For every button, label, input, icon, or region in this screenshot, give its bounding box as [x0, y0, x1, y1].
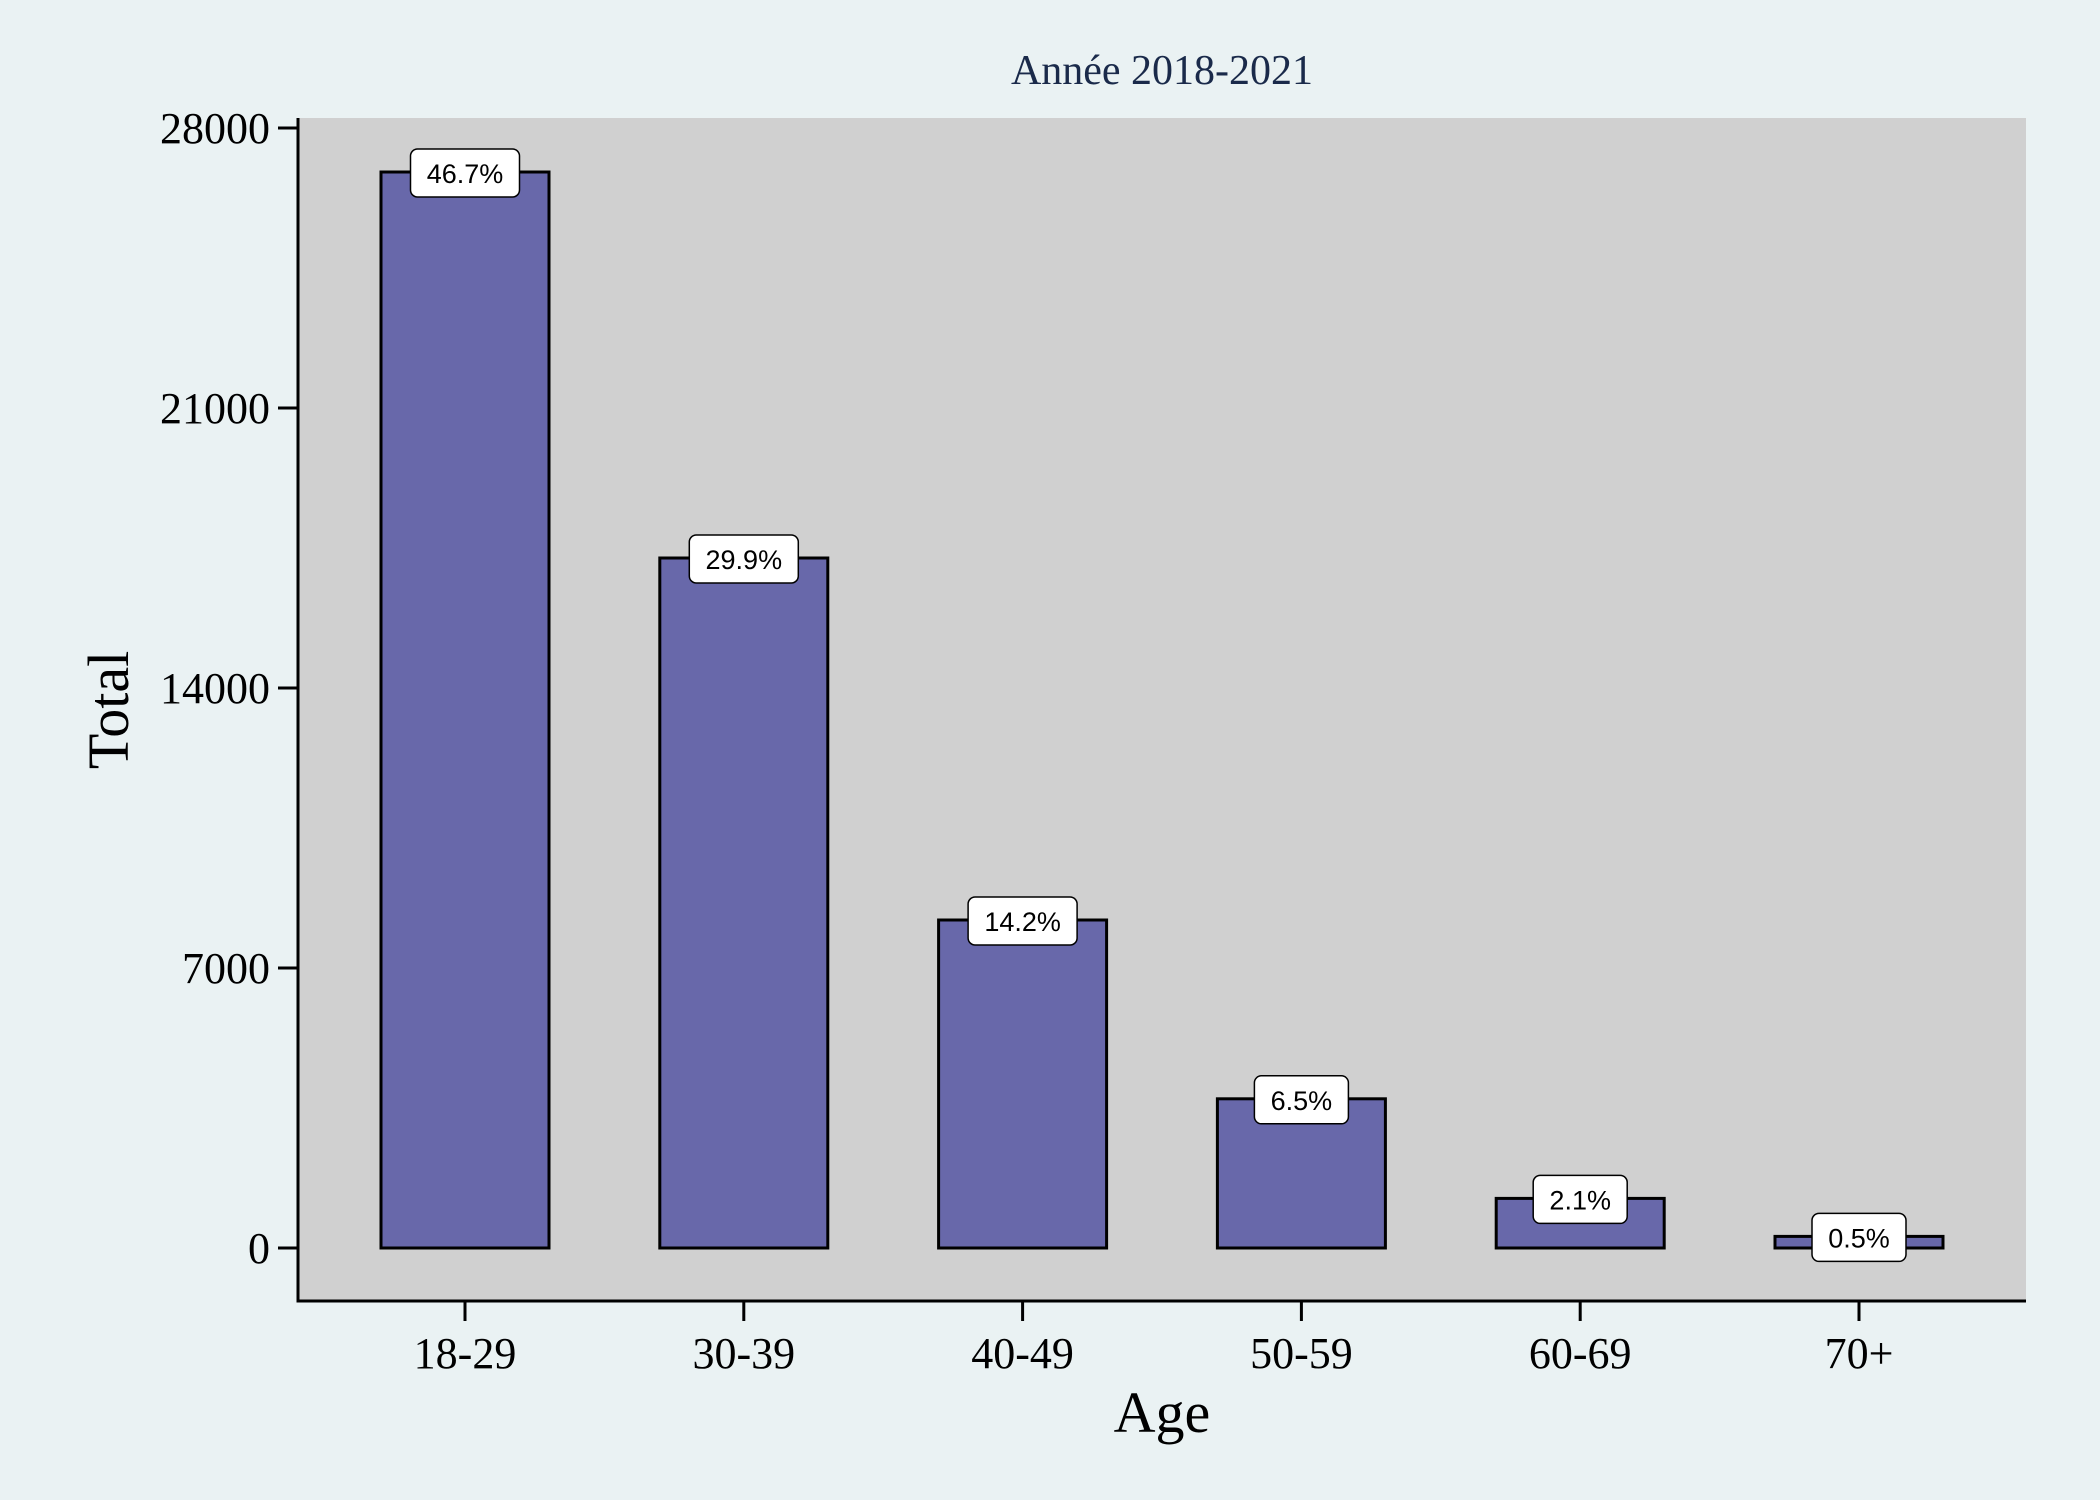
data-label: 0.5% [1811, 1212, 1907, 1263]
y-tick-label: 0 [248, 1224, 270, 1273]
data-label-text: 2.1% [1549, 1185, 1611, 1215]
data-label-box [1253, 1075, 1350, 1125]
data-label-box [688, 534, 800, 584]
data-label-box [409, 148, 521, 198]
data-labels-group: 46.7% 29.9% 14.2% 6.5% 2.1% 0.5% [409, 148, 1907, 1263]
data-label: 46.7% [409, 148, 521, 198]
data-label-box [967, 896, 1078, 946]
data-label: 14.2% [967, 896, 1078, 946]
chart-title: Année 2018-2021 [1011, 48, 1313, 94]
bar [379, 170, 551, 1250]
data-label-text: 0.5% [1828, 1223, 1890, 1253]
x-tick-label: 40-49 [971, 1329, 1074, 1378]
plot-area [298, 118, 2026, 1301]
bar [658, 556, 830, 1250]
x-tick-label: 70+ [1825, 1329, 1894, 1378]
data-label-text: 6.5% [1271, 1086, 1333, 1116]
data-label-box [1811, 1212, 1907, 1263]
data-label-text: 14.2% [984, 907, 1061, 937]
x-tick-label: 50-59 [1250, 1329, 1353, 1378]
data-label: 6.5% [1253, 1075, 1350, 1125]
x-tick-label: 18-29 [414, 1329, 517, 1378]
y-tick-label: 28000 [160, 104, 270, 153]
x-tick-label: 60-69 [1529, 1329, 1632, 1378]
data-label-text: 29.9% [706, 545, 783, 575]
y-tick-label: 21000 [160, 384, 270, 433]
y-axis-title: Total [76, 651, 141, 769]
data-label-box [1532, 1174, 1628, 1225]
y-tick-label: 7000 [182, 944, 270, 993]
x-axis-title: Age [1114, 1380, 1211, 1445]
bar [937, 918, 1109, 1250]
bar [1215, 1097, 1387, 1250]
y-tick-label: 14000 [160, 664, 270, 713]
data-label: 29.9% [688, 534, 800, 584]
x-tick-label: 30-39 [692, 1329, 795, 1378]
axes-group: 0 7000 14000 21000 28000 18-29 30-39 40-49 50-59… [160, 104, 2026, 1378]
data-label-text: 46.7% [427, 159, 504, 189]
data-label: 2.1% [1532, 1174, 1628, 1225]
